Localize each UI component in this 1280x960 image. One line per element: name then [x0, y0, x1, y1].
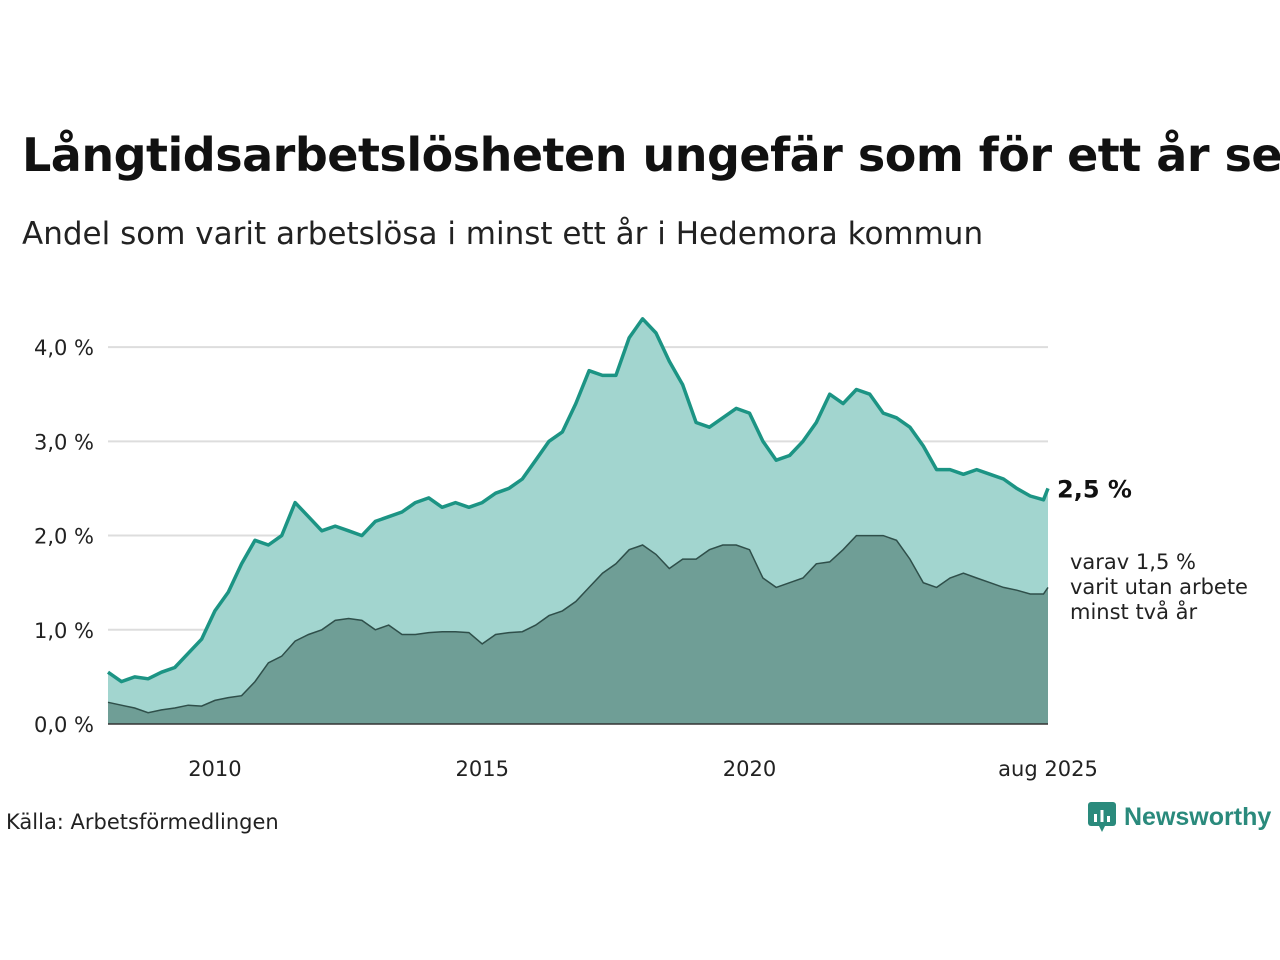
y-tick-label: 0,0 %	[34, 713, 94, 737]
two-year-line	[107, 534, 1049, 714]
y-tick-label: 3,0 %	[34, 430, 94, 454]
y-tick-label: 4,0 %	[34, 336, 94, 360]
x-tick-label: 2015	[455, 757, 508, 781]
two-year-area	[108, 535, 1048, 724]
logo-text: Newsworthy	[1124, 802, 1272, 831]
two-year-end-label-line: varit utan arbete	[1070, 575, 1248, 599]
total-line	[106, 317, 1050, 684]
x-tick-label: 2020	[723, 757, 776, 781]
y-tick-label: 1,0 %	[34, 619, 94, 643]
two-year-end-label: varav 1,5 % varit utan arbete minst två år	[1070, 550, 1248, 624]
y-tick-label: 2,0 %	[34, 525, 94, 549]
source-note: Källa: Arbetsförmedlingen	[6, 810, 279, 834]
chart-subtitle: Andel som varit arbetslösa i minst ett å…	[22, 216, 984, 252]
newsworthy-chart-icon	[1088, 802, 1116, 832]
chart-title: Långtidsarbetslösheten ungefär som för e…	[22, 128, 1280, 182]
x-tick-label: 2010	[188, 757, 241, 781]
x-tick-label: aug 2025	[998, 757, 1098, 781]
two-year-end-label-line: varav 1,5 %	[1070, 550, 1196, 574]
total-end-label: 2,5 %	[1057, 475, 1132, 503]
newsworthy-logo: Newsworthy	[1088, 802, 1271, 832]
two-year-end-label-line: minst två år	[1070, 599, 1198, 624]
